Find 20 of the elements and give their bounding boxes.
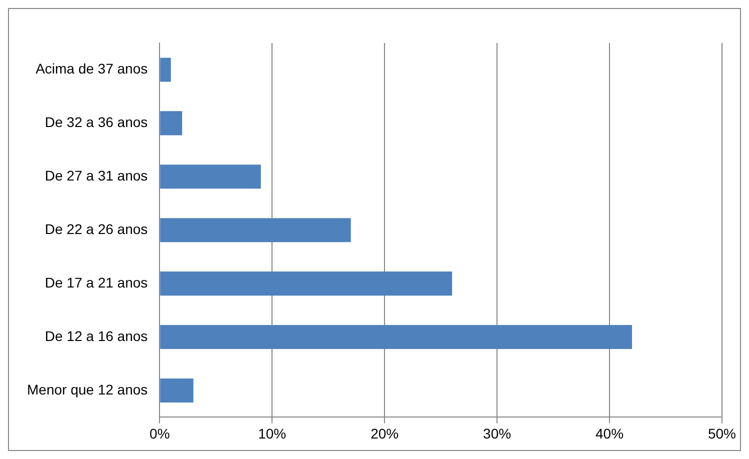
bar xyxy=(160,378,194,402)
bar xyxy=(160,111,182,136)
x-tick-label: 0% xyxy=(150,425,170,442)
x-tick-label: 30% xyxy=(483,425,512,442)
bar xyxy=(160,324,632,350)
y-tick-label: De 22 a 26 anos xyxy=(44,220,148,237)
bar xyxy=(160,218,351,242)
y-tick-label: Menor que 12 anos xyxy=(27,381,148,398)
y-tick-label: De 17 a 21 anos xyxy=(44,274,148,290)
y-tick-label: De 12 a 16 anos xyxy=(44,328,148,344)
bar xyxy=(160,58,171,82)
x-tick-label: 10% xyxy=(258,425,286,442)
y-tick-label: Acima de 37 anos xyxy=(36,60,148,77)
y-tick-label: De 32 a 36 anos xyxy=(44,114,148,130)
x-tick-label: 20% xyxy=(370,425,399,442)
bar xyxy=(160,164,261,189)
y-tick-label: De 27 a 31 anos xyxy=(44,168,148,184)
x-tick-label: 40% xyxy=(596,425,624,442)
bar xyxy=(160,272,452,296)
x-tick-label: 50% xyxy=(708,425,736,442)
